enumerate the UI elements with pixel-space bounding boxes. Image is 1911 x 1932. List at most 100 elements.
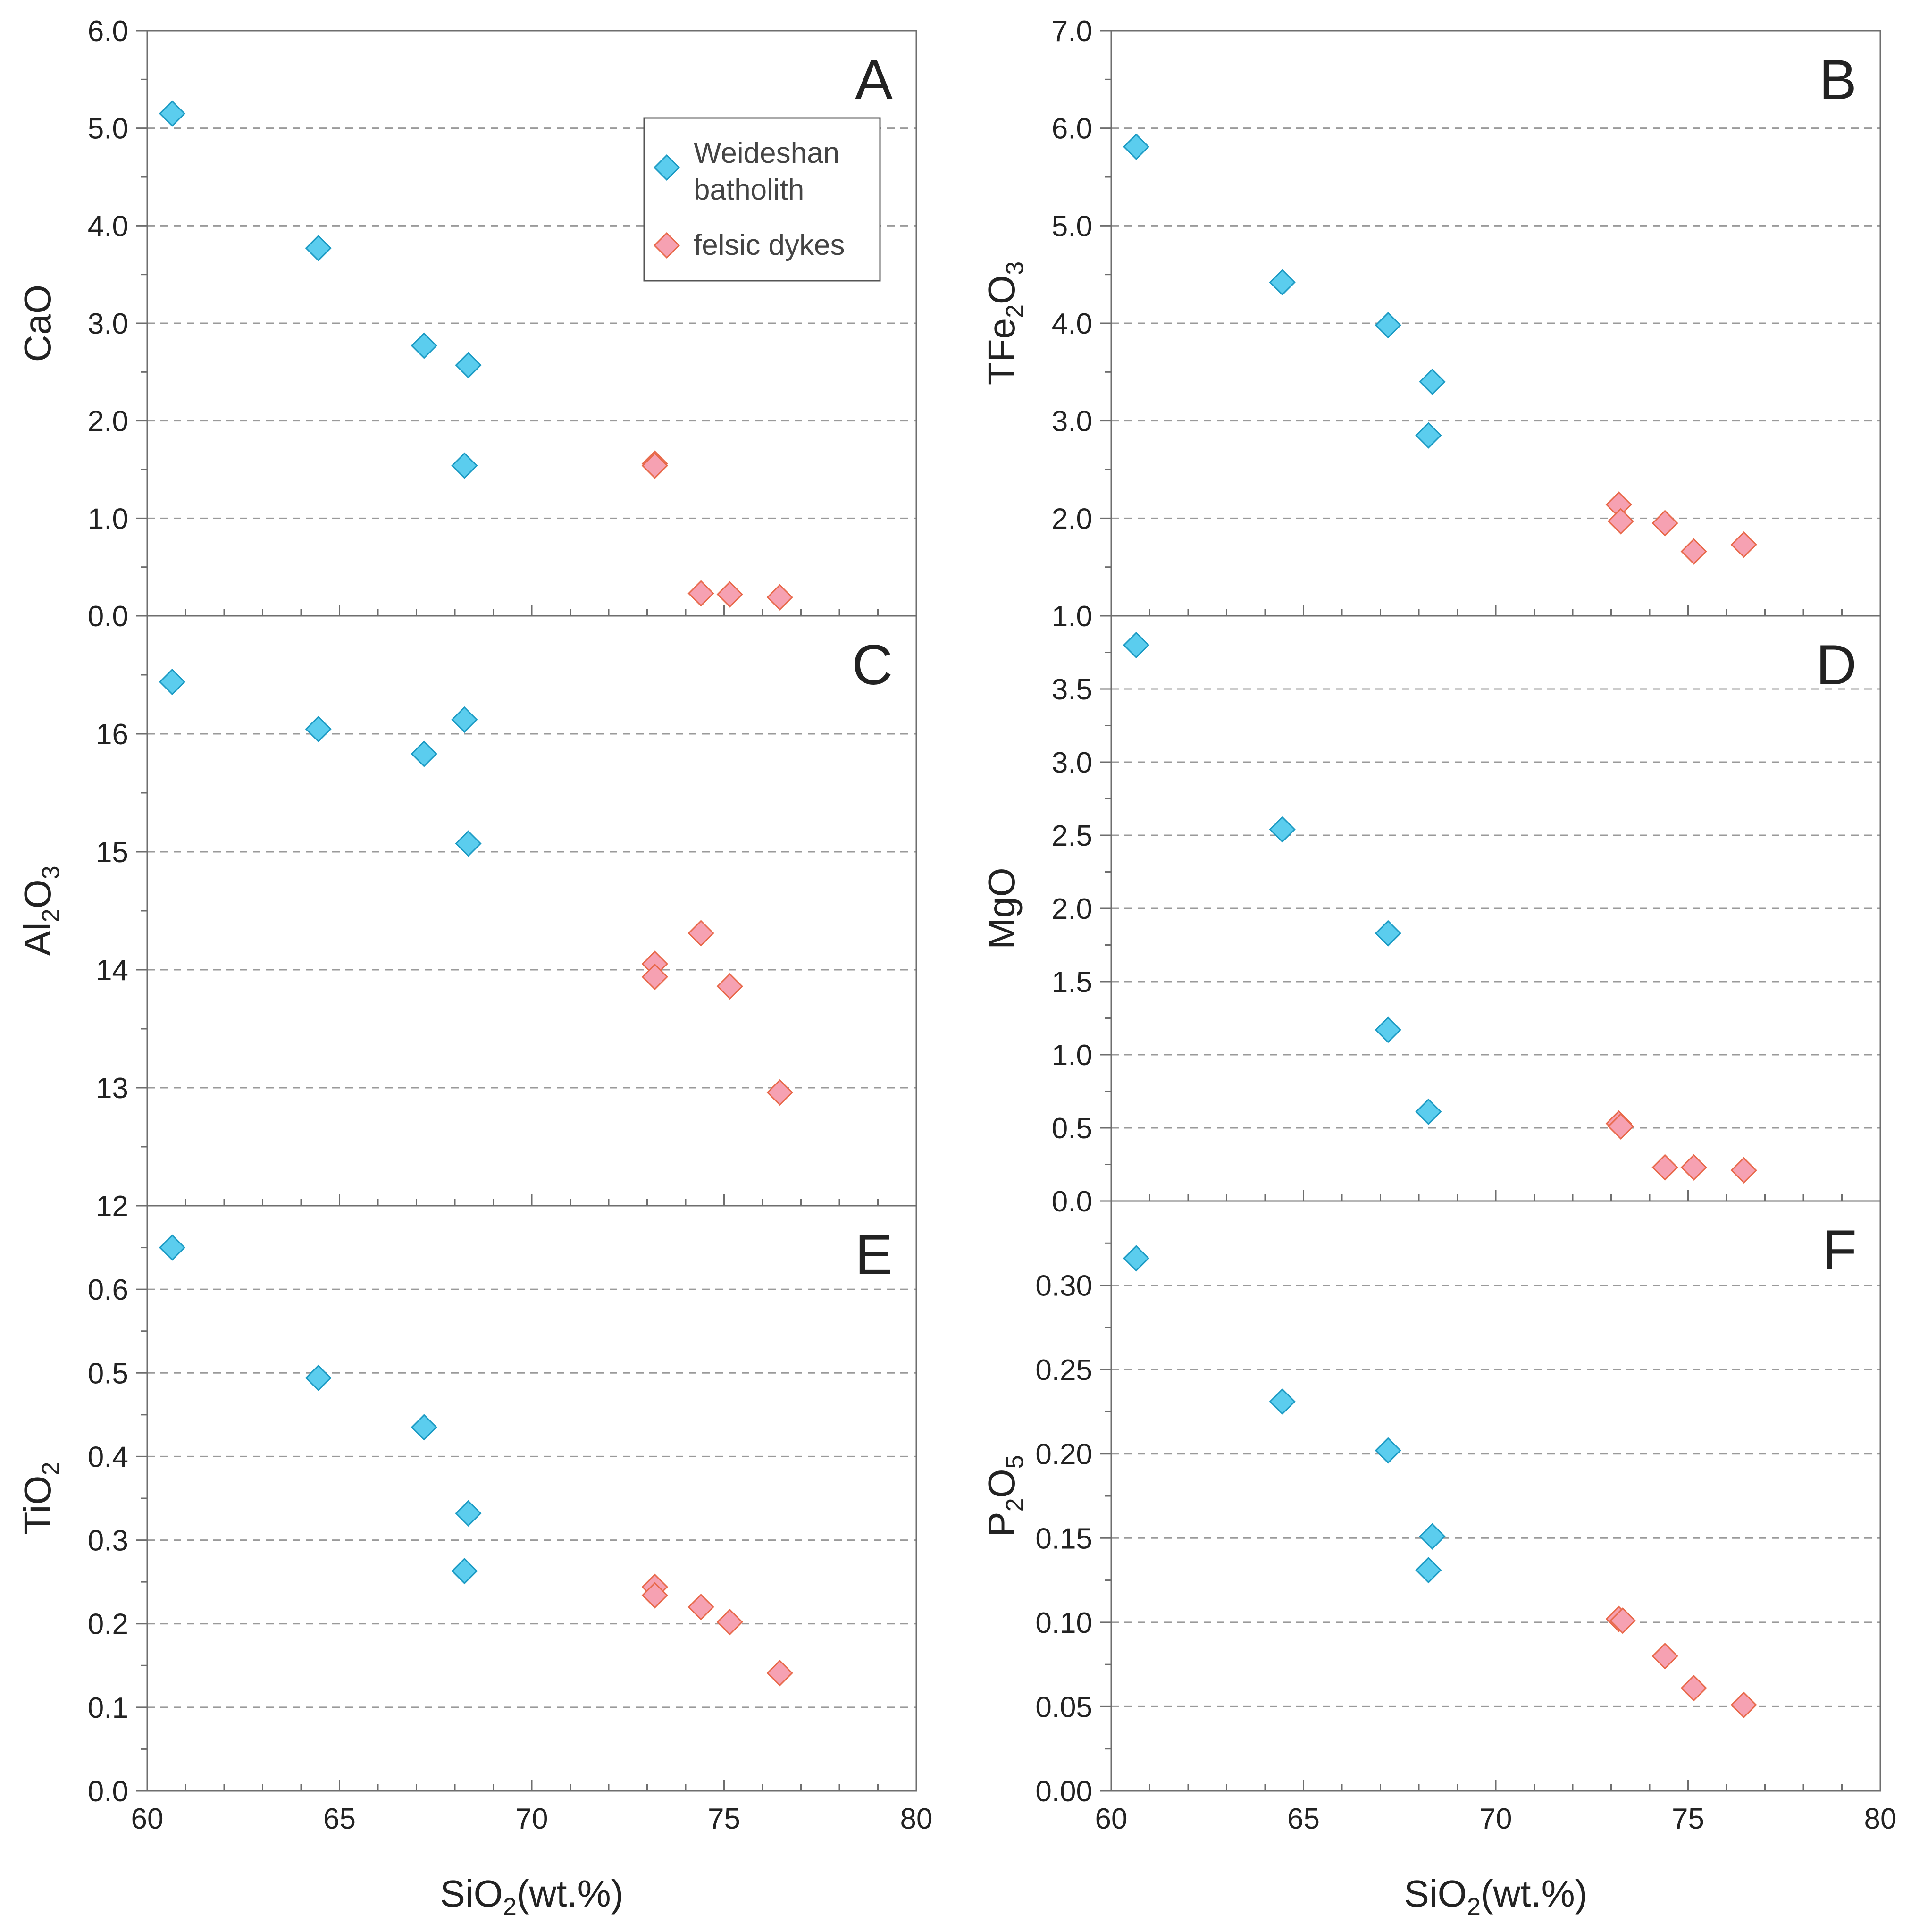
y-tick-label-0p2: 0.2: [88, 1608, 128, 1641]
panel-letter: B: [1819, 48, 1857, 111]
data-point-felsic: [1680, 1154, 1707, 1181]
y-tick-label-0p30: 0.30: [1035, 1270, 1092, 1302]
y-tick-label-14: 14: [96, 954, 128, 987]
legend-marker-weideshan: [653, 154, 680, 181]
data-point-weideshan: [411, 740, 437, 767]
data-point-felsic: [1607, 1113, 1634, 1140]
y-axis-title: CaO: [17, 285, 59, 362]
plot-frame: [1110, 1200, 1881, 1792]
panel-d: 0.0 0.5 1.0 1.5 2.0 2.5 3.0 3.5 MgO D: [981, 615, 1881, 1218]
y-tick-label-3p0: 3.0: [1052, 747, 1092, 779]
y-tick-label-0p0: 0.0: [88, 1775, 128, 1808]
data-point-weideshan: [1415, 422, 1442, 449]
legend-marker-felsic: [653, 232, 680, 259]
data-point-weideshan: [451, 452, 478, 479]
legend-box: [643, 117, 881, 282]
text-part: O: [17, 879, 59, 908]
data-point-weideshan: [159, 1234, 186, 1261]
data-point-felsic: [1609, 1607, 1636, 1634]
text-part: TiO: [17, 1476, 59, 1535]
y-tick-label-0p1: 0.1: [88, 1692, 128, 1724]
subscript: 2: [1001, 304, 1029, 318]
data-point-felsic: [1680, 1675, 1707, 1702]
panel-b: 1.0 2.0 3.0 4.0 5.0 6.0 7.0 TFe2O3 B: [981, 15, 1881, 633]
data-point-felsic: [716, 581, 743, 608]
plot-frame: [146, 1205, 917, 1792]
x-tick-label-75: 75: [1672, 1803, 1704, 1835]
y-tick-label-0p3: 0.3: [88, 1525, 128, 1557]
y-tick-label-0p00: 0.00: [1035, 1775, 1092, 1808]
legend-label-weideshan: Weideshan: [694, 137, 839, 169]
x-tick-label-80: 80: [900, 1803, 933, 1835]
y-tick-label-0p20: 0.20: [1035, 1438, 1092, 1471]
y-tick-label-0p5: 0.5: [1052, 1112, 1092, 1145]
x-tick-label-70: 70: [516, 1803, 548, 1835]
data-point-weideshan: [1415, 1557, 1442, 1584]
data-point-weideshan: [159, 100, 186, 127]
subscript: 3: [1001, 261, 1029, 275]
data-point-weideshan: [305, 1364, 332, 1392]
data-point-weideshan: [451, 706, 478, 733]
data-point-felsic: [716, 1609, 743, 1636]
text-part: SiO: [440, 1873, 503, 1915]
data-point-felsic: [641, 1582, 668, 1609]
data-point-weideshan: [1269, 816, 1296, 843]
panel-letter: A: [855, 48, 893, 111]
y-tick-label-0p10: 0.10: [1035, 1607, 1092, 1639]
x-tick-label-65: 65: [1287, 1803, 1320, 1835]
data-point-weideshan: [1123, 631, 1150, 659]
subscript: 5: [1001, 1455, 1029, 1469]
y-tick-label-1p0: 1.0: [1052, 1039, 1092, 1072]
x-axis-title: SiO2(wt.%): [440, 1873, 624, 1921]
y-tick-label-0p0: 0.0: [1052, 1185, 1092, 1218]
text-part: (wt.%): [1481, 1873, 1588, 1915]
legend-label-felsic: felsic dykes: [694, 229, 845, 261]
y-tick-label-0p6: 0.6: [88, 1274, 128, 1306]
text-part: MgO: [981, 867, 1023, 949]
y-tick-label-3p0: 3.0: [88, 308, 128, 340]
text-part: Al: [17, 922, 59, 956]
panel-f: 0.00 0.05 0.10 0.15 0.20 0.25 0.30 60 65 70 75 80 P2…: [981, 1200, 1897, 1835]
data-point-felsic: [687, 920, 714, 947]
data-point-weideshan: [1419, 368, 1446, 395]
y-tick-label-0p15: 0.15: [1035, 1522, 1092, 1555]
data-point-weideshan: [1375, 1437, 1401, 1464]
x-axis-title: SiO2(wt.%): [1404, 1873, 1588, 1921]
text-part: TFe: [981, 318, 1023, 385]
y-tick-label-0p4: 0.4: [88, 1441, 128, 1473]
y-axis-title: P2O5: [981, 1455, 1029, 1537]
x-tick-label-65: 65: [323, 1803, 356, 1835]
x-tick-label-80: 80: [1864, 1803, 1897, 1835]
data-point-weideshan: [1419, 1523, 1446, 1550]
y-tick-label-1p5: 1.5: [1052, 966, 1092, 999]
data-point-weideshan: [411, 1414, 437, 1441]
data-point-weideshan: [1269, 269, 1296, 296]
data-point-felsic: [641, 963, 668, 991]
data-point-felsic: [766, 584, 793, 611]
data-point-weideshan: [159, 668, 186, 696]
subscript: 2: [503, 1893, 517, 1921]
data-point-weideshan: [451, 1557, 478, 1585]
data-point-weideshan: [455, 352, 482, 378]
data-point-felsic: [766, 1660, 793, 1687]
subscript: 2: [1467, 1893, 1481, 1921]
y-tick-label-2p0: 2.0: [88, 405, 128, 438]
data-point-weideshan: [1269, 1388, 1296, 1415]
y-tick-label-3p0: 3.0: [1052, 405, 1092, 438]
data-point-weideshan: [1415, 1098, 1442, 1126]
y-tick-label-0p5: 0.5: [88, 1357, 128, 1390]
y-tick-label-0p0: 0.0: [88, 600, 128, 633]
text-part: CaO: [17, 285, 59, 362]
data-point-felsic: [1651, 1154, 1678, 1181]
y-tick-label-3p5: 3.5: [1052, 673, 1092, 706]
y-tick-label-4p0: 4.0: [88, 210, 128, 243]
subscript: 2: [37, 1462, 65, 1476]
plot-frame: [146, 615, 917, 1207]
data-point-felsic: [687, 580, 714, 607]
data-point-weideshan: [1123, 1245, 1150, 1272]
x-tick-label-60: 60: [131, 1803, 164, 1835]
y-tick-label-2p0: 2.0: [1052, 503, 1092, 535]
panel-letter: C: [852, 633, 893, 697]
legend: Weideshan batholith felsic dykes: [643, 117, 881, 282]
